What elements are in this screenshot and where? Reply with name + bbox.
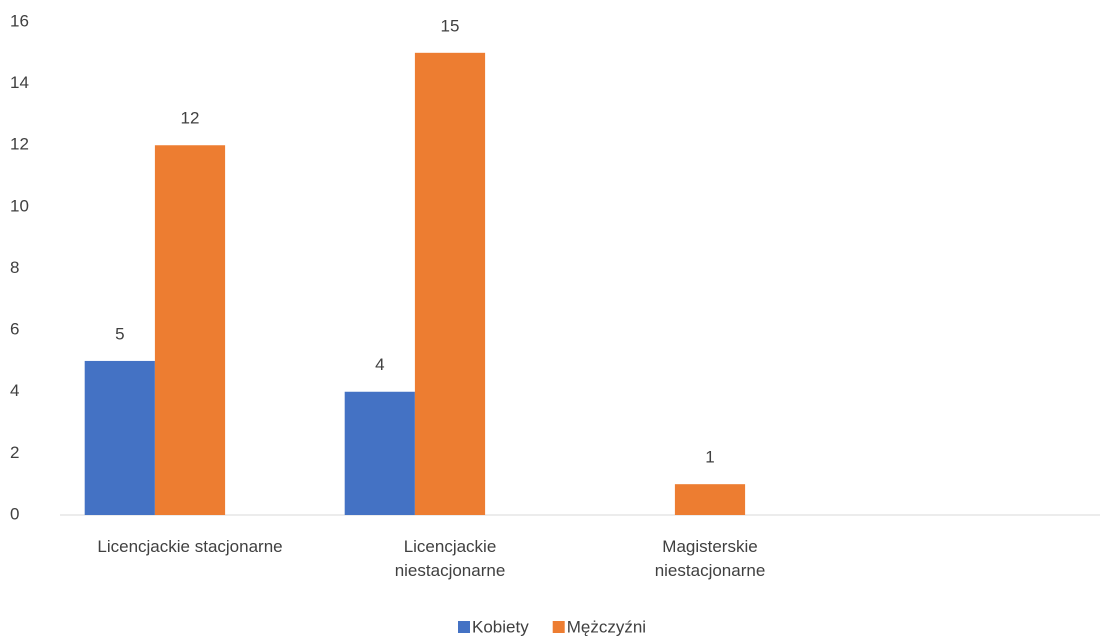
legend-label: Kobiety xyxy=(472,617,529,636)
value-label: 1 xyxy=(705,448,714,467)
value-label: 15 xyxy=(441,16,460,35)
legend-swatch xyxy=(458,621,470,633)
legend-swatch xyxy=(552,621,565,633)
bar xyxy=(84,360,155,515)
bar xyxy=(674,484,746,515)
y-tick-label: 8 xyxy=(10,258,19,277)
legend-label: Mężczyźni xyxy=(567,617,646,636)
x-tick-label: Licencjackie stacjonarne xyxy=(97,537,283,556)
value-label: 5 xyxy=(115,324,124,343)
y-tick-label: 12 xyxy=(10,135,29,154)
bar xyxy=(414,52,486,515)
y-tick-label: 14 xyxy=(10,73,29,92)
value-label: 4 xyxy=(375,355,384,374)
y-tick-label: 10 xyxy=(10,196,29,215)
x-tick-label: Magisterskie niestacjonarne xyxy=(654,537,766,580)
x-tick-label: Licencjackie niestacjonarne xyxy=(394,537,506,580)
bar xyxy=(344,391,415,515)
y-tick-label: 4 xyxy=(10,381,19,400)
y-tick-label: 6 xyxy=(10,320,19,339)
value-label: 12 xyxy=(181,109,200,128)
y-tick-label: 0 xyxy=(10,504,19,523)
y-tick-label: 2 xyxy=(10,443,19,462)
y-tick-label: 16 xyxy=(10,11,29,30)
bar xyxy=(154,145,226,515)
